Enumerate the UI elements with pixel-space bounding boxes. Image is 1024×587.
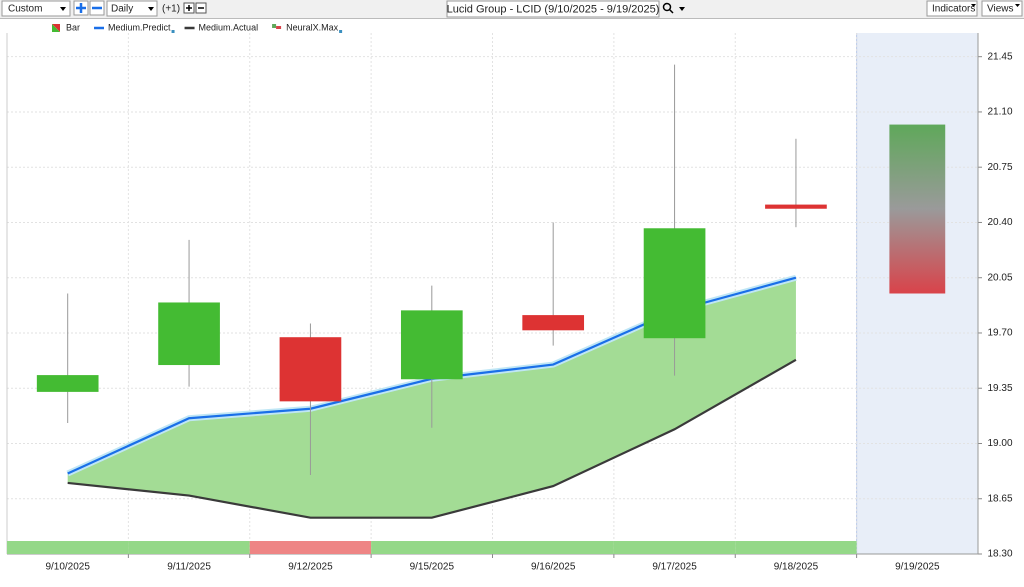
dropdown-arrow	[148, 7, 154, 11]
legend-icon	[52, 24, 60, 32]
interval-select[interactable]	[106, 0, 158, 17]
signal-strip	[7, 541, 129, 554]
legend-dot	[339, 30, 343, 33]
y-tick-label: 18.30	[987, 549, 1012, 560]
x-tick-label: 9/17/2025	[652, 562, 697, 573]
x-tick-label: 9/10/2025	[45, 562, 90, 573]
search-icon[interactable]	[662, 2, 672, 12]
candle-body	[279, 337, 342, 402]
y-tick-label: 21.10	[987, 107, 1012, 118]
legend-icon	[276, 26, 282, 29]
views-button[interactable]	[981, 0, 1023, 17]
dropdown-arrow	[971, 4, 976, 7]
views-text: Views	[987, 4, 1014, 15]
plus-icon	[76, 3, 86, 13]
legend-label: Medium.Predict	[108, 22, 171, 32]
indicators-button[interactable]	[926, 0, 978, 17]
y-tick-label: 21.45	[987, 51, 1012, 62]
y-tick-label: 19.00	[987, 438, 1012, 449]
signal-strip	[249, 541, 372, 554]
signal-strip	[613, 541, 736, 554]
signal-strip	[371, 541, 493, 554]
title-box	[446, 0, 660, 18]
legend-dot	[171, 30, 175, 33]
legend-label: Medium.Actual	[199, 22, 259, 32]
chart-title: Lucid Group - LCID (9/10/2025 - 9/19/202…	[447, 3, 660, 15]
y-tick-label: 20.75	[987, 162, 1012, 173]
dropdown-arrow	[60, 7, 66, 11]
signal-strip	[492, 541, 614, 554]
legend-label: Bar	[66, 22, 80, 32]
x-tick-label: 9/15/2025	[410, 562, 455, 573]
interval-text: Daily	[111, 4, 133, 15]
y-tick-label: 18.65	[987, 493, 1012, 504]
legend-icon	[272, 24, 277, 28]
candle-body	[765, 204, 827, 209]
x-tick-label: 9/11/2025	[167, 562, 211, 573]
range-text: Custom	[8, 4, 42, 15]
x-tick-label: 9/18/2025	[774, 562, 819, 573]
x-tick-label: 9/16/2025	[531, 562, 576, 573]
signal-strip	[735, 541, 857, 554]
line-series	[67, 358, 797, 519]
y-tick-label: 19.70	[987, 328, 1012, 339]
x-tick-label: 9/19/2025	[895, 562, 940, 573]
candle-body	[522, 315, 585, 331]
search-icon-handle	[668, 8, 674, 14]
forecast-range	[889, 124, 946, 294]
candle-body	[158, 302, 220, 366]
plus-icon	[186, 5, 192, 11]
candle-body	[36, 375, 99, 392]
dropdown-arrow	[1015, 4, 1020, 7]
legend-label: NeuralX.Max	[286, 22, 339, 32]
offset-text: (+1)	[162, 4, 180, 15]
range-select[interactable]	[1, 0, 71, 17]
y-tick-label: 20.40	[987, 217, 1012, 228]
candle-body	[400, 310, 463, 380]
candle-body	[643, 228, 706, 339]
indicators-text: Indicators	[932, 4, 975, 15]
y-tick-label: 20.05	[987, 272, 1012, 283]
x-tick-label: 9/12/2025	[288, 562, 333, 573]
signal-strip	[128, 541, 250, 554]
y-tick-label: 19.35	[987, 383, 1012, 394]
dropdown-arrow	[679, 7, 685, 11]
